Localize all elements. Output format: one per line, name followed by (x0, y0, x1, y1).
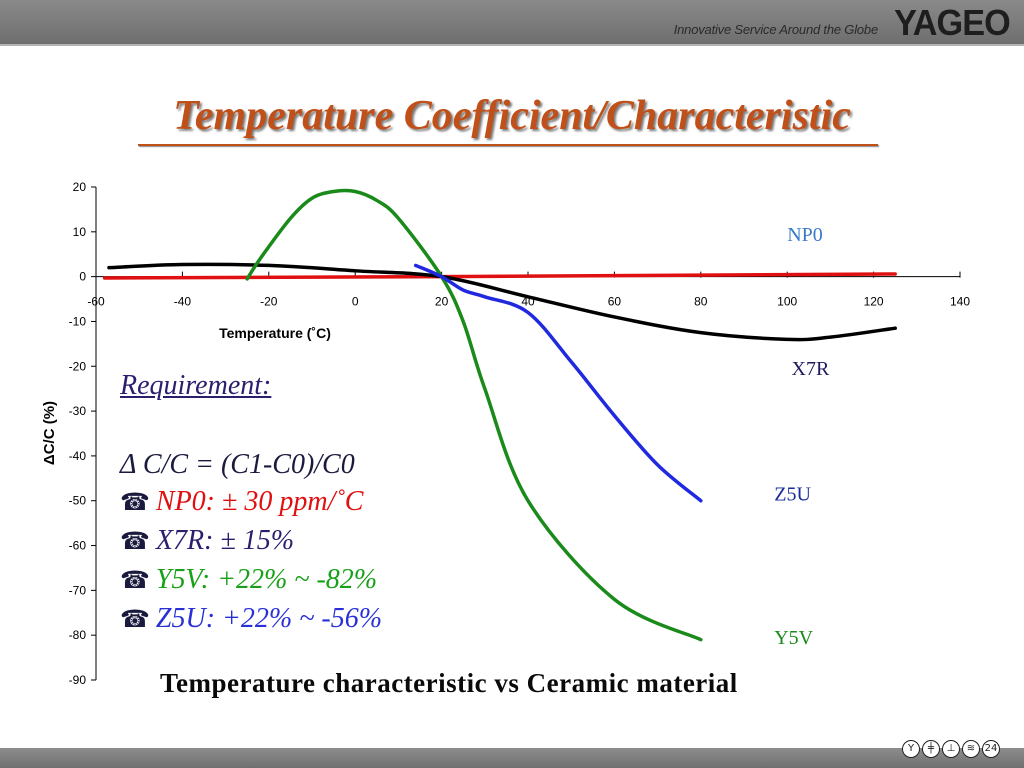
x-tick-label: 100 (777, 295, 797, 309)
series-line-y5v (245, 188, 703, 642)
resistor-icon: ≋ (962, 740, 980, 758)
requirement-heading: Requirement: (120, 370, 272, 401)
requirement-z5u: ☎ Z5U: +22% ~ -56% (120, 600, 560, 639)
y-tick-label: -70 (69, 583, 87, 597)
series-line-np0 (102, 272, 897, 280)
yageo-logo: YAGEO (894, 2, 1011, 43)
series-line-x7r (107, 262, 897, 342)
y-tick-label: -50 (69, 494, 87, 508)
footer-icons: Y ╪ ⊥ ≋ 24 (902, 740, 1000, 760)
x-tick-label: 80 (694, 295, 708, 309)
x-tick-label: 120 (864, 295, 884, 309)
title-underline (138, 144, 878, 146)
x-tick-label: 140 (950, 295, 970, 309)
x-tick-label: -20 (260, 295, 278, 309)
series-line-z5u (413, 263, 703, 503)
x-tick-label: 20 (435, 295, 449, 309)
slide-title: Temperature Coefficient/Characteristic (173, 93, 851, 139)
requirement-np0: ☎ NP0: ± 30 ppm/˚C (120, 483, 560, 522)
y-tick-label: -30 (69, 404, 87, 418)
x-tick-label: 0 (352, 295, 359, 309)
series-label-x7r: X7R (792, 358, 830, 380)
x-tick-label: -40 (174, 295, 192, 309)
phone-icon: ☎ (120, 490, 150, 516)
ground-icon: ⊥ (942, 740, 960, 758)
page-number: 24 (982, 740, 1000, 758)
series-label-y5v: Y5V (774, 627, 813, 649)
chart-caption: Temperature characteristic vs Ceramic ma… (160, 668, 738, 698)
requirement-y5v-text: Y5V: +22% ~ -82% (155, 564, 378, 595)
y-axis-label: ΔC/C (%) (41, 401, 58, 465)
y-tick-label: -40 (69, 449, 87, 463)
y-tick-label: -90 (69, 673, 87, 687)
phone-icon: ☎ (120, 607, 150, 633)
series-label-z5u: Z5U (774, 484, 811, 506)
requirement-block: Requirement: Δ C/C = (C1-C0)/C0 ☎ NP0: ± … (120, 370, 560, 639)
phone-icon: ☎ (120, 529, 150, 555)
x-tick-label: 60 (608, 295, 622, 309)
capacitor-icon: ╪ (922, 740, 940, 758)
footer-bar (0, 748, 1024, 768)
series-label-np0: NP0 (787, 224, 823, 246)
requirement-x7r-text: X7R: ± 15% (155, 525, 295, 556)
x-tick-label: -60 (87, 295, 105, 309)
requirement-np0-text: NP0: ± 30 ppm/˚C (155, 486, 364, 517)
y-tick-label: -80 (69, 628, 87, 642)
requirement-y5v: ☎ Y5V: +22% ~ -82% (120, 561, 560, 600)
y-tick-label: -60 (69, 539, 87, 553)
formula-line: Δ C/C = (C1-C0)/C0 (120, 449, 355, 480)
requirement-z5u-text: Z5U: +22% ~ -56% (155, 603, 383, 634)
y-tick-label: 0 (79, 270, 86, 284)
header-bar: Innovative Service Around the Globe YAGE… (0, 0, 1024, 46)
x-axis-label: Temperature (˚C) (219, 325, 331, 341)
y-tick-label: -10 (69, 314, 87, 328)
y-tick-label: 20 (73, 180, 87, 194)
y-tick-label: 10 (73, 225, 87, 239)
phone-icon: ☎ (120, 568, 150, 594)
requirement-x7r: ☎ X7R: ± 15% (120, 522, 560, 561)
antenna-icon: Y (902, 740, 920, 758)
header-tagline: Innovative Service Around the Globe (673, 22, 878, 37)
y-tick-label: -20 (69, 359, 87, 373)
